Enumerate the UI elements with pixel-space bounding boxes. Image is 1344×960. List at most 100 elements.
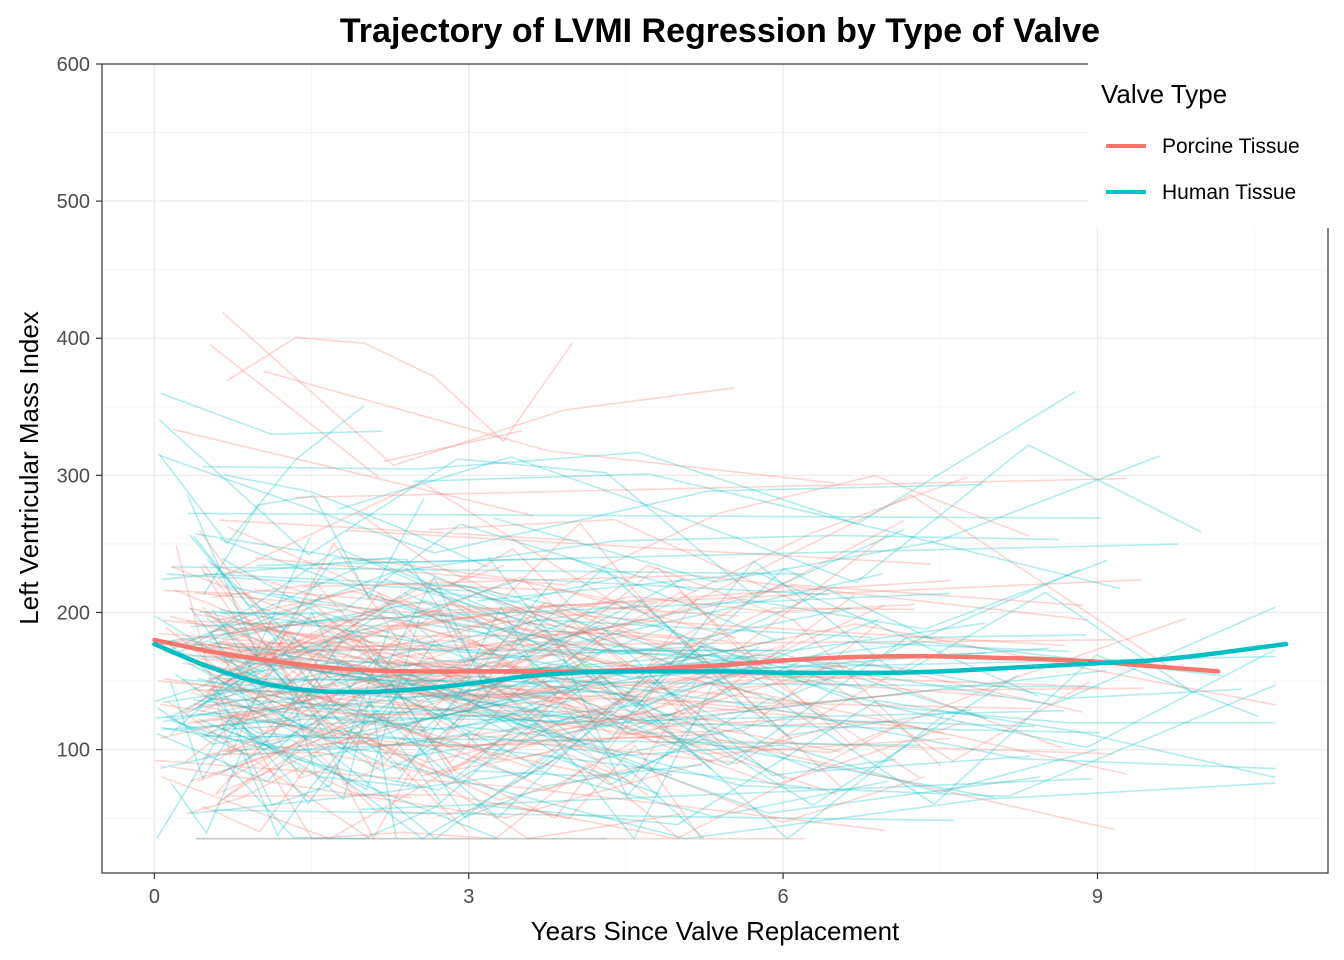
patient-trajectory — [193, 686, 902, 748]
patient-trajectory — [345, 529, 932, 565]
patient-trajectory — [222, 585, 837, 681]
patient-trajectory — [194, 592, 729, 643]
patient-trajectory — [159, 454, 984, 554]
patient-trajectory — [201, 735, 921, 747]
patient-trajectory — [175, 545, 449, 758]
patient-trajectory — [355, 511, 656, 616]
patient-trajectory — [209, 589, 914, 634]
patient-trajectory — [241, 709, 442, 805]
patient-trajectory — [166, 569, 1080, 703]
patient-trajectory — [226, 652, 995, 799]
patient-trajectory — [174, 673, 587, 747]
patient-trajectory — [170, 565, 515, 697]
patient-trajectory — [390, 615, 509, 657]
patient-trajectory — [195, 603, 739, 651]
minor-gridlines — [102, 64, 1328, 873]
patient-trajectory — [226, 519, 905, 640]
patient-trajectory — [154, 615, 760, 727]
patient-trajectory — [468, 681, 1116, 831]
patient-trajectory — [208, 564, 505, 692]
patient-trajectory — [226, 336, 574, 443]
patient-trajectory — [201, 606, 495, 740]
y-tick-label: 200 — [57, 602, 90, 624]
patient-trajectory — [159, 604, 885, 745]
patient-trajectory — [222, 745, 506, 840]
patient-trajectory — [406, 603, 1090, 787]
patient-trajectory — [190, 639, 829, 777]
patient-trajectory — [418, 579, 1142, 613]
legend-label-porcine-tissue: Porcine Tissue — [1162, 135, 1300, 158]
patient-trajectory — [186, 620, 430, 627]
patient-trajectory — [223, 474, 489, 568]
patient-trajectory — [156, 641, 436, 745]
patient-trajectory — [209, 608, 879, 735]
patient-trajectory — [201, 750, 433, 833]
patient-trajectory — [186, 494, 554, 671]
patient-trajectory — [473, 684, 1276, 798]
patient-trajectory — [154, 629, 390, 806]
patient-trajectory — [269, 573, 883, 644]
patient-trajectory — [174, 589, 302, 643]
patient-trajectory — [166, 557, 775, 653]
patient-trajectory — [158, 419, 905, 598]
patient-trajectory — [254, 589, 1066, 647]
patient-trajectory — [185, 576, 855, 719]
y-tick-label: 400 — [57, 328, 90, 350]
patient-trajectory — [190, 592, 951, 628]
patient-trajectory — [216, 610, 817, 794]
patient-trajectory — [189, 534, 307, 623]
patient-trajectory — [256, 543, 1179, 567]
patient-trajectory — [156, 654, 712, 783]
patient-trajectory — [217, 578, 829, 677]
patient-trajectory — [451, 582, 1276, 724]
patient-trajectory — [221, 557, 684, 658]
x-tick-label: 9 — [1092, 886, 1103, 908]
patient-trajectory — [202, 592, 555, 710]
patient-trajectory — [263, 370, 835, 484]
patient-trajectory — [165, 715, 497, 757]
patient-trajectory — [212, 609, 412, 714]
patient-trajectory — [163, 633, 712, 768]
patient-trajectory — [202, 563, 633, 751]
patient-trajectory — [171, 639, 725, 748]
legend-title: Valve Type — [1101, 79, 1227, 109]
patient-trajectory — [208, 669, 1106, 723]
patient-trajectory — [223, 716, 616, 799]
patient-trajectory — [448, 547, 641, 635]
patient-trajectory — [220, 644, 863, 775]
patient-trajectory — [487, 556, 697, 798]
patient-trajectory — [226, 711, 412, 841]
patient-trajectory — [216, 691, 650, 806]
patient-trajectory — [225, 690, 424, 786]
patient-trajectory — [201, 639, 1115, 649]
patient-trajectory — [154, 759, 885, 831]
patient-trajectory — [156, 715, 305, 840]
patient-trajectory — [206, 625, 591, 708]
patient-trajectory — [197, 670, 901, 791]
patient-trajectory — [226, 644, 813, 705]
major-gridlines — [102, 63, 1328, 873]
patient-trajectory — [202, 494, 425, 600]
patient-trajectory — [208, 641, 676, 736]
patient-trajectory — [185, 608, 521, 763]
patient-trajectory — [162, 637, 786, 731]
patient-trajectory — [187, 661, 578, 773]
y-tick-label: 500 — [57, 191, 90, 213]
patient-trajectory — [187, 650, 946, 735]
patient-trajectory — [164, 589, 418, 711]
patient-trajectory — [206, 595, 785, 712]
patient-trajectory — [203, 630, 626, 686]
patient-trajectory — [190, 770, 889, 818]
patient-trajectory — [208, 618, 420, 791]
patient-trajectory — [436, 744, 703, 840]
patient-trajectory — [171, 714, 705, 840]
patient-trajectory — [210, 688, 661, 840]
patient-trajectory — [222, 739, 682, 840]
patient-trajectory — [189, 663, 558, 782]
patient-trajectory — [181, 618, 421, 715]
patient-trajectory — [225, 723, 1128, 840]
patient-trajectory — [219, 538, 986, 652]
y-axis-ticks: 100 200 300 400 500 600 — [57, 54, 102, 762]
legend: Valve Type Porcine Tissue Human Tissue — [1088, 62, 1338, 228]
